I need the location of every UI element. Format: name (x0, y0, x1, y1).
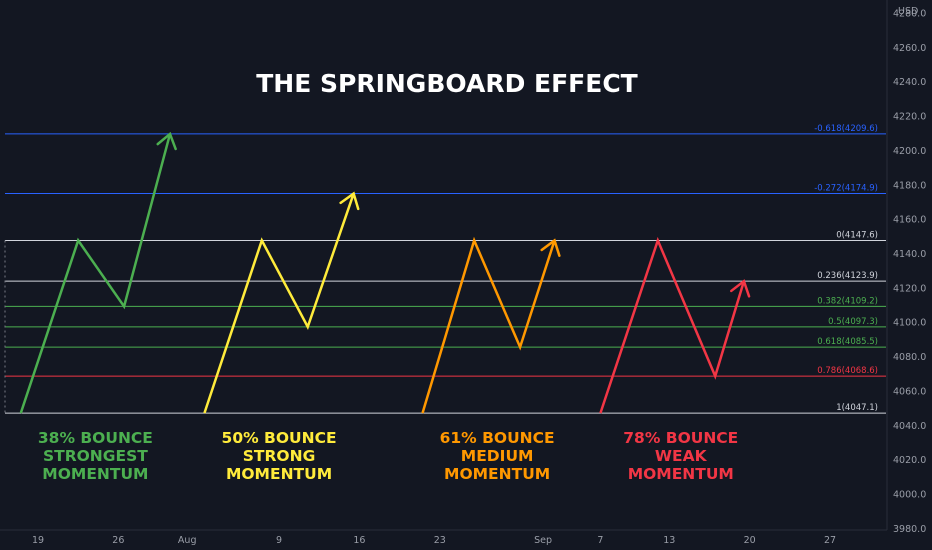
x-tick-label[interactable]: 16 (353, 535, 365, 546)
series-line-1 (203, 193, 355, 414)
annotation-1-line-1: STRONG (243, 447, 316, 465)
y-tick-label[interactable]: 4120.0 (893, 283, 926, 294)
y-axis[interactable]: 3980.0 4000.0 4020.0 4040.0 4060.0 4080.0 4100… (886, 0, 926, 535)
annotation-2-line-0: 61% BOUNCE (440, 429, 555, 447)
annotation-3-line-0: 78% BOUNCE (623, 429, 738, 447)
fib-label-7: 0.786(4068.6) (817, 366, 878, 376)
y-tick-label[interactable]: 4140.0 (893, 249, 926, 260)
y-tick-label[interactable]: 4020.0 (893, 455, 926, 466)
annotation-2-line-1: MEDIUM (461, 447, 534, 465)
y-tick-label[interactable]: 4260.0 (893, 43, 926, 54)
y-tick-label[interactable]: 4180.0 (893, 180, 926, 191)
fib-label-3: 0.236(4123.9) (817, 271, 878, 281)
y-tick-label[interactable]: 4080.0 (893, 352, 926, 363)
series-arrowhead-2 (540, 238, 561, 257)
annotation-0-line-1: STRONGEST (43, 447, 148, 465)
currency-label[interactable]: USD (898, 6, 918, 17)
x-tick-label[interactable]: Aug (178, 535, 197, 546)
y-tick-label[interactable]: 4060.0 (893, 386, 926, 397)
series-arrowhead-1 (339, 191, 360, 211)
fib-label-5: 0.5(4097.3) (828, 317, 878, 327)
fib-label-1: -0.272(4174.9) (814, 184, 878, 194)
y-tick-label[interactable]: 4160.0 (893, 215, 926, 226)
x-tick-label[interactable]: 7 (597, 535, 603, 546)
fib-levels: -0.618(4209.6) -0.272(4174.9) 0(4147.6) 0.2… (4, 124, 886, 414)
y-tick-label[interactable]: 4100.0 (893, 318, 926, 329)
fib-label-6: 0.618(4085.5) (817, 337, 878, 347)
series-arrowhead-3 (729, 279, 751, 298)
fib-label-2: 0(4147.6) (836, 230, 878, 240)
fib-label-0: -0.618(4209.6) (814, 124, 878, 134)
y-tick-label[interactable]: 4040.0 (893, 421, 926, 432)
x-tick-label[interactable]: 20 (744, 535, 756, 546)
x-tick-label[interactable]: 26 (112, 535, 124, 546)
x-tick-label[interactable]: 9 (276, 535, 282, 546)
y-tick-label[interactable]: 4280.0 (893, 9, 926, 20)
x-tick-label[interactable]: 27 (824, 535, 836, 546)
x-tick-label[interactable]: Sep (534, 535, 552, 546)
x-tick-label[interactable]: 13 (663, 535, 675, 546)
x-tick-label[interactable]: 23 (434, 535, 446, 546)
y-tick-label[interactable]: 3980.0 (893, 524, 926, 535)
annotation-0-line-2: MOMENTUM (42, 465, 148, 483)
annotation-1-line-2: MOMENTUM (226, 465, 332, 483)
annotation-2-line-2: MOMENTUM (444, 465, 550, 483)
y-tick-label[interactable]: 4220.0 (893, 112, 926, 123)
x-tick-label[interactable]: 19 (32, 535, 44, 546)
fib-label-4: 0.382(4109.2) (817, 296, 878, 306)
annotation-1-line-0: 50% BOUNCE (222, 429, 337, 447)
series-line-3 (599, 236, 746, 414)
y-tick-label[interactable]: 4200.0 (893, 146, 926, 157)
y-tick-label[interactable]: 4000.0 (893, 490, 926, 501)
y-tick-label[interactable]: 4240.0 (893, 77, 926, 88)
series-arrowhead-0 (156, 131, 177, 151)
annotation-0-line-0: 38% BOUNCE (38, 429, 153, 447)
annotation-3-line-2: MOMENTUM (628, 465, 734, 483)
x-axis[interactable]: 19 26 Aug 9 16 23 Sep 7 13 20 27 (0, 529, 887, 546)
series-line-0 (19, 133, 172, 414)
series-line-2 (421, 236, 556, 414)
series-layer (19, 131, 751, 414)
fib-label-8: 1(4047.1) (836, 403, 878, 413)
annotation-3-line-1: WEAK (655, 447, 708, 465)
chart-title: THE SPRINGBOARD EFFECT (256, 69, 637, 98)
